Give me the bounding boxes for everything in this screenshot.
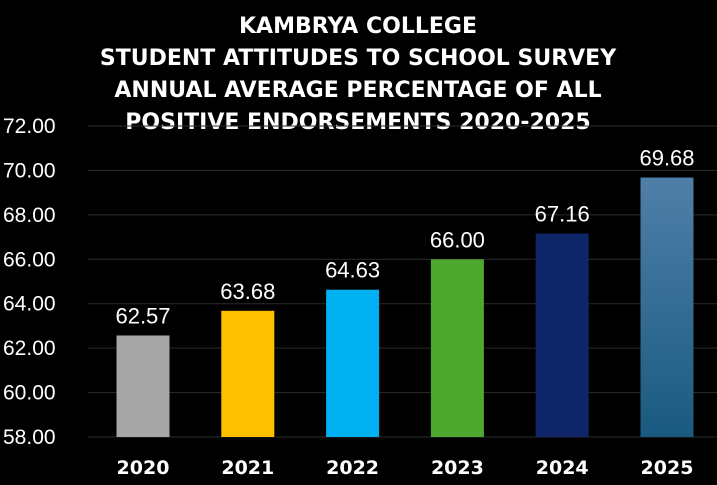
- data-labels: 62.57 63.68 64.63 66.00 67.16 69.68: [115, 146, 694, 329]
- bar-2020: [116, 335, 170, 437]
- x-tick-label-2024: 2024: [536, 457, 589, 479]
- data-label-2021: 63.68: [220, 279, 275, 304]
- chart-title-line-3: ANNUAL AVERAGE PERCENTAGE OF ALL: [114, 78, 601, 103]
- data-label-2025: 69.68: [639, 146, 694, 171]
- bars: [116, 177, 694, 437]
- y-tick-label: 58.00: [3, 426, 56, 449]
- data-label-2023: 66.00: [430, 227, 485, 252]
- y-tick-label: 60.00: [3, 382, 56, 405]
- chart-title-line-4: POSITIVE ENDORSEMENTS 2020-2025: [125, 110, 590, 135]
- x-tick-label-2020: 2020: [117, 457, 170, 479]
- x-axis: 2020 2021 2022 2023 2024 2025: [117, 457, 694, 479]
- chart-title-line-2: STUDENT ATTITUDES TO SCHOOL SURVEY: [100, 46, 617, 71]
- data-label-2022: 64.63: [325, 258, 380, 283]
- y-tick-label: 64.00: [3, 293, 56, 316]
- x-tick-label-2021: 2021: [221, 457, 274, 479]
- x-tick-label-2022: 2022: [326, 457, 379, 479]
- bar-2022: [326, 289, 380, 437]
- data-label-2020: 62.57: [115, 303, 170, 328]
- y-tick-label: 72.00: [3, 115, 56, 138]
- bar-2021: [221, 310, 275, 437]
- data-label-2024: 67.16: [535, 202, 590, 227]
- y-tick-label: 66.00: [3, 248, 56, 271]
- chart-title: KAMBRYA COLLEGE STUDENT ATTITUDES TO SCH…: [100, 14, 617, 135]
- y-axis: 58.00 60.00 62.00 64.00 66.00 68.00 70.00 72.00: [3, 115, 56, 449]
- y-tick-label: 68.00: [3, 204, 56, 227]
- gridlines: [88, 125, 717, 438]
- x-tick-label-2025: 2025: [641, 457, 694, 479]
- bar-2023: [430, 259, 484, 437]
- bar-2024: [535, 233, 589, 437]
- y-tick-label: 70.00: [3, 159, 56, 182]
- y-tick-label: 62.00: [3, 337, 56, 360]
- bar-2025: [640, 177, 694, 437]
- x-tick-label-2023: 2023: [431, 457, 484, 479]
- chart-title-line-1: KAMBRYA COLLEGE: [239, 14, 477, 39]
